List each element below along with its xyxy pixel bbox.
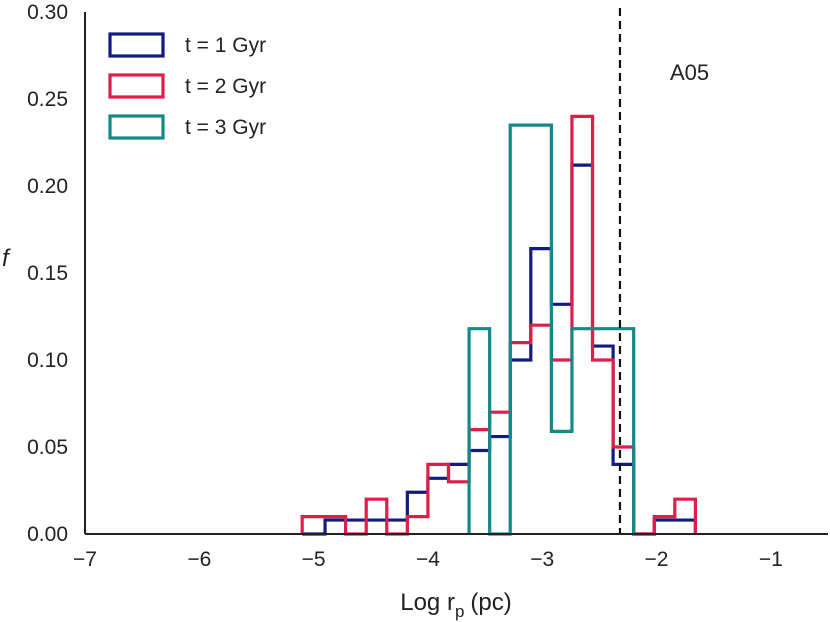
x-tick-label: −4 bbox=[416, 548, 440, 571]
x-axis-title-unit: (pc) bbox=[470, 589, 511, 616]
legend-swatch bbox=[108, 73, 165, 99]
annotation-a05: A05 bbox=[670, 60, 709, 85]
legend: t = 1 Gyr t = 2 Gyr t = 3 Gyr bbox=[108, 32, 266, 140]
y-tick-label: 0.00 bbox=[27, 523, 68, 546]
axes-layer bbox=[84, 12, 828, 535]
legend-label: t = 1 Gyr bbox=[185, 34, 266, 57]
y-axis-title: f bbox=[2, 245, 11, 272]
histogram-series-2 bbox=[300, 114, 698, 536]
legend-swatch bbox=[108, 32, 165, 58]
histogram-series-3 bbox=[467, 123, 636, 536]
x-tick-label: −6 bbox=[187, 548, 211, 571]
series-layer bbox=[300, 114, 698, 536]
y-tick-label: 0.30 bbox=[27, 1, 68, 24]
y-tick-label: 0.05 bbox=[27, 436, 68, 459]
histogram-series-1 bbox=[302, 163, 698, 536]
x-tick-label: −7 bbox=[73, 548, 97, 571]
y-tick-label: 0.10 bbox=[27, 349, 68, 372]
x-tick-label: −5 bbox=[302, 548, 326, 571]
tick-labels: −7 −6 −5 −4 −3 −2 −1 0.00 0.05 0.10 0.15 0.20 0.25 0.… bbox=[27, 1, 783, 571]
x-axis-title-main: Log r bbox=[400, 589, 455, 616]
legend-swatch bbox=[108, 114, 165, 140]
y-tick-label: 0.20 bbox=[27, 175, 68, 198]
x-tick-label: −3 bbox=[530, 548, 554, 571]
x-axis-title: Log rp (pc) bbox=[400, 589, 512, 621]
x-axis-title-subscript: p bbox=[455, 602, 464, 621]
x-tick-label: −2 bbox=[645, 548, 669, 571]
y-tick-label: 0.25 bbox=[27, 88, 68, 111]
legend-label: t = 3 Gyr bbox=[185, 116, 266, 139]
legend-label: t = 2 Gyr bbox=[185, 75, 266, 98]
y-tick-label: 0.15 bbox=[27, 262, 68, 285]
x-tick-label: −1 bbox=[759, 548, 783, 571]
